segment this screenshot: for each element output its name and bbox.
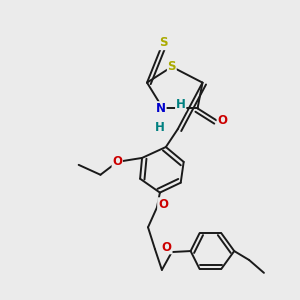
Text: H: H: [155, 121, 165, 134]
Text: S: S: [167, 60, 176, 73]
Text: O: O: [162, 241, 172, 254]
Text: O: O: [158, 198, 168, 211]
Text: N: N: [156, 102, 166, 115]
Text: H: H: [176, 98, 186, 111]
Text: O: O: [112, 155, 122, 168]
Text: S: S: [159, 37, 167, 50]
Text: O: O: [217, 114, 227, 127]
